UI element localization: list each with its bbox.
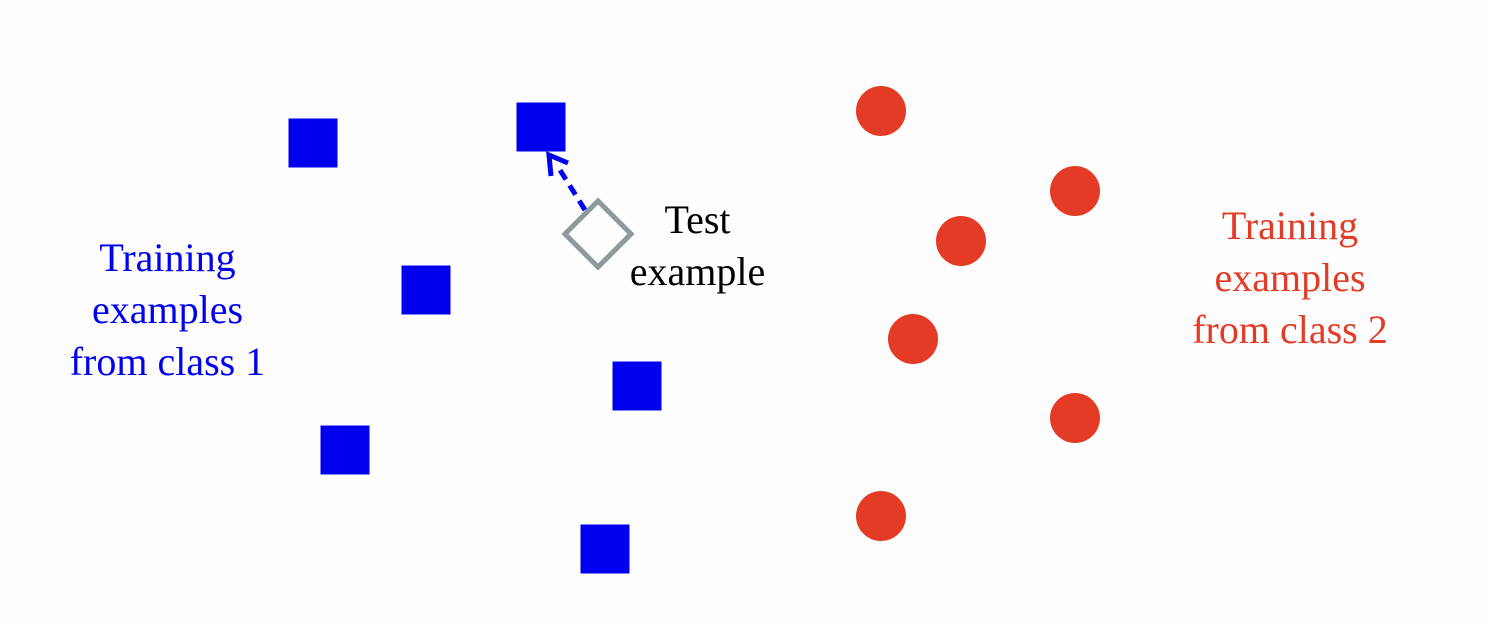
class2-circle-icon	[1050, 166, 1100, 216]
class2-circle-icon	[856, 86, 906, 136]
test-label-line: Test	[664, 197, 731, 242]
class1-label-line: examples	[91, 287, 244, 332]
class2-circle-icon	[1050, 393, 1100, 443]
class1-square-icon	[612, 361, 662, 411]
class1-label-line: Training	[99, 235, 236, 280]
class1-square-icon	[288, 118, 338, 168]
class2-label-line: examples	[1214, 255, 1366, 300]
class2-circle-icon	[936, 216, 986, 266]
nearest-neighbor-dashed-line	[557, 168, 588, 212]
class1-square-icon	[516, 102, 566, 152]
class2-label: Training examples from class 2	[1165, 200, 1415, 356]
class1-square-icon	[320, 425, 370, 475]
class1-label-line: from class 1	[69, 339, 266, 384]
class2-label-line: Training	[1221, 203, 1359, 248]
class2-label-line: from class 2	[1192, 307, 1388, 352]
test-example-marker	[561, 197, 635, 271]
test-example-label: Test example	[610, 194, 785, 298]
test-diamond-icon	[561, 197, 635, 271]
class1-square-icon	[580, 524, 630, 574]
class1-label: Training examples from class 1	[45, 232, 290, 388]
class1-square-icon	[401, 265, 451, 315]
class2-points	[856, 86, 1100, 541]
nearest-neighbor-arrow	[546, 151, 588, 212]
class2-circle-icon	[888, 314, 938, 364]
test-label-line: example	[629, 249, 766, 294]
arrowhead-icon	[546, 151, 569, 177]
class1-points	[288, 102, 662, 574]
class2-circle-icon	[856, 491, 906, 541]
